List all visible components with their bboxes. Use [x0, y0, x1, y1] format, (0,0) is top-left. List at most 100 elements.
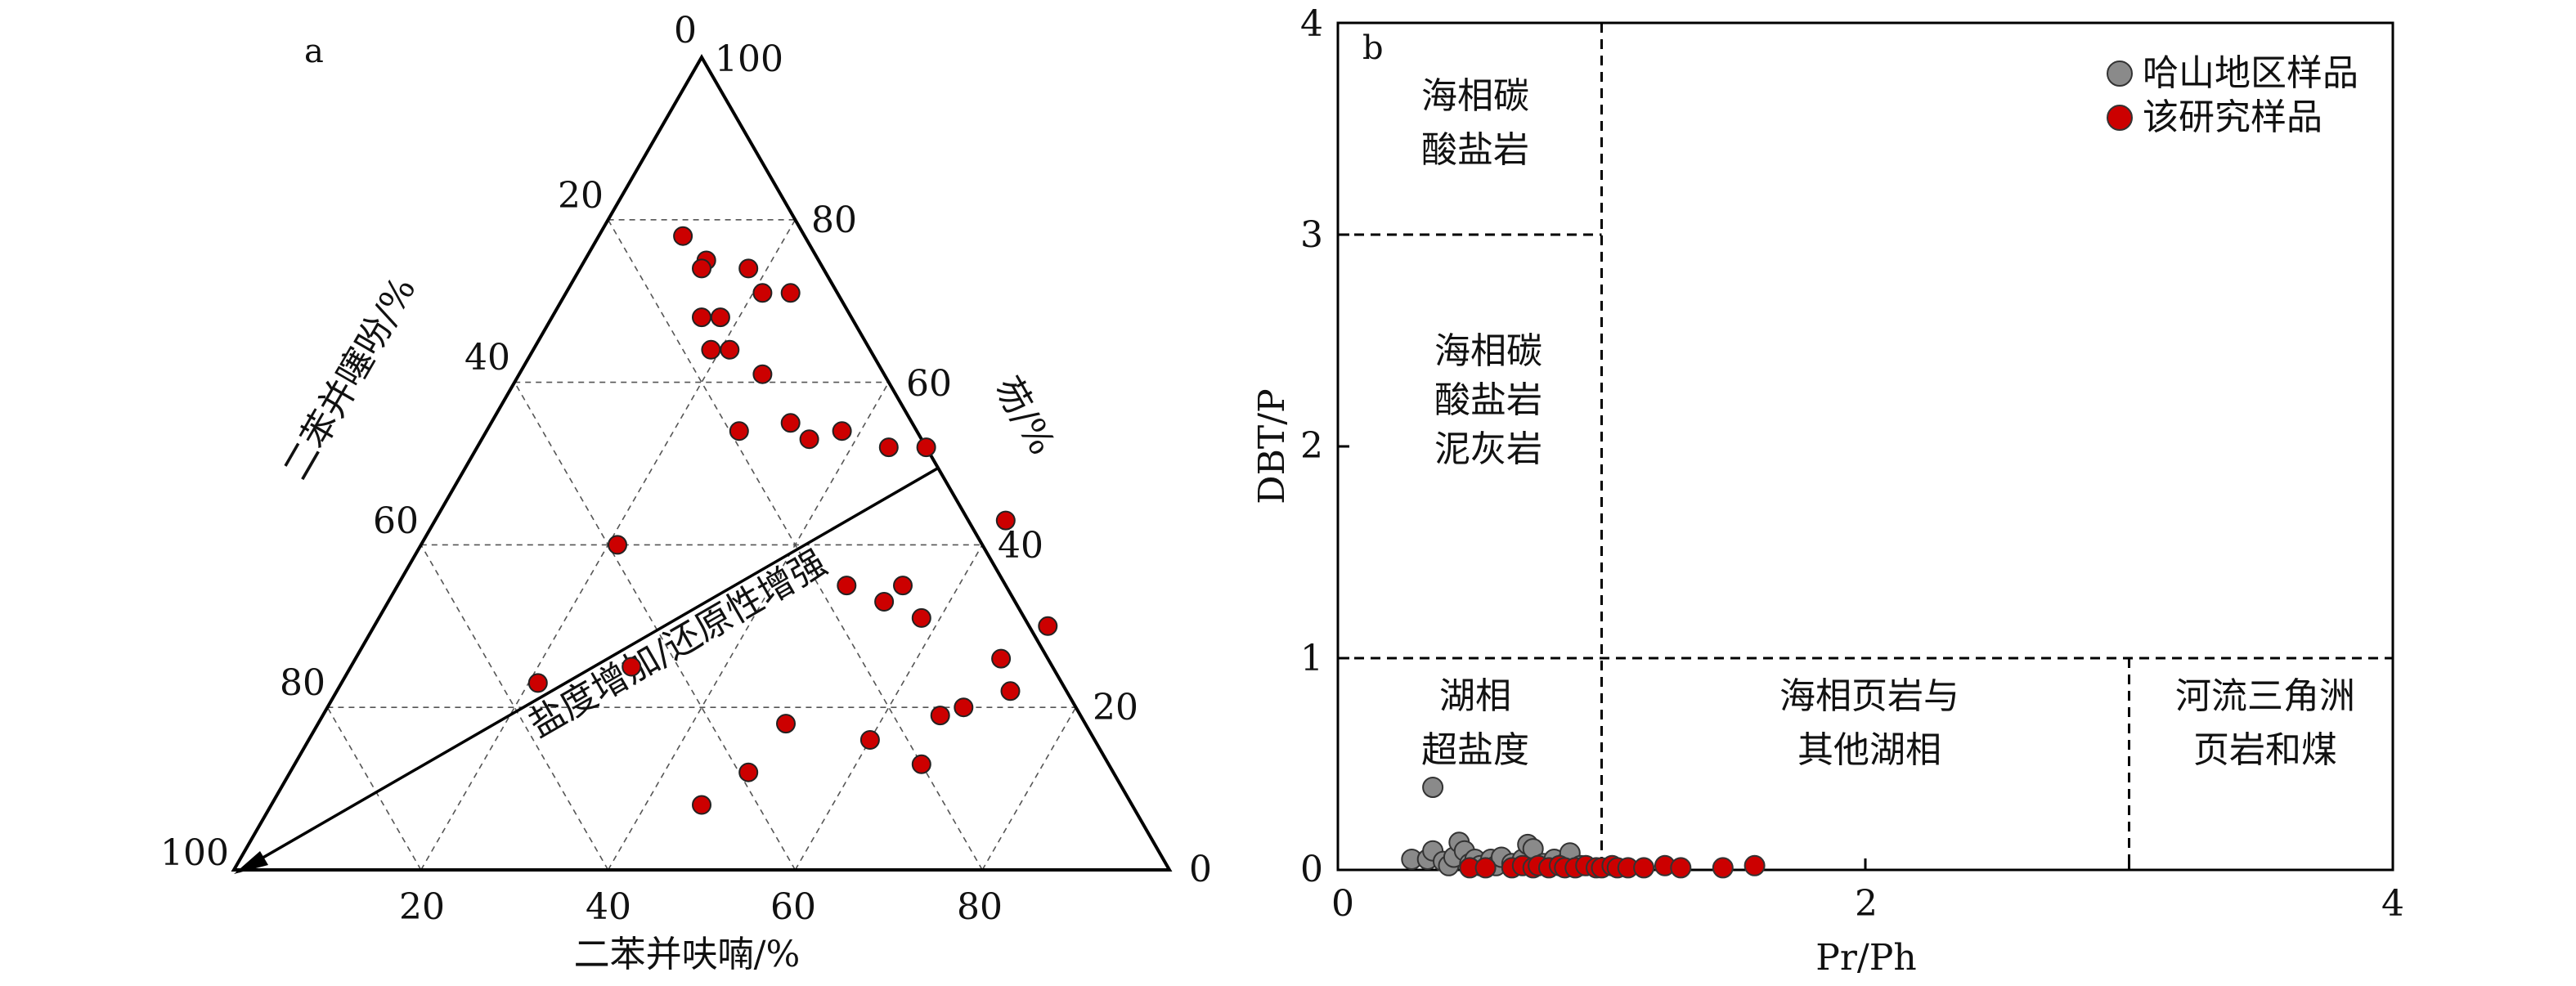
ternary-point [729, 421, 749, 441]
gray-sample-point [1422, 777, 1444, 798]
right-tick: 60 [906, 363, 952, 405]
region-marine-carbonate-marl: 海相碳 酸盐岩 泥灰岩 [1434, 330, 1542, 470]
ternary-point [859, 730, 880, 750]
left-tick: 20 [558, 175, 604, 217]
legend: 哈山地区样品 该研究样品 [2107, 52, 2358, 138]
salinity-arrow-head [234, 851, 268, 874]
y-tick-labels: 0 1 2 3 4 [1300, 3, 1323, 890]
red-sample-point [1633, 857, 1655, 879]
x-axis-title: Pr/Ph [1815, 937, 1916, 979]
red-sample-point [1712, 857, 1734, 879]
region-divider-lines [1338, 23, 2393, 870]
ternary-point [911, 754, 931, 774]
ternary-point [1038, 616, 1058, 636]
ternary-panel: a 0 100 100 0 20 40 60 80 20 40 60 80 80… [160, 10, 1212, 975]
right-tick-labels: 80 60 40 20 [811, 199, 1138, 728]
apex-right-0-label: 0 [1189, 849, 1212, 890]
bottom-axis-title: 二苯并呋喃/% [574, 934, 801, 975]
left-tick: 80 [280, 662, 325, 704]
region-label-line: 超盐度 [1421, 729, 1529, 771]
y-tick-label: 3 [1300, 214, 1323, 256]
bottom-tick: 60 [770, 886, 816, 928]
ternary-point [832, 421, 852, 441]
x-tick-label: 2 [1855, 883, 1878, 925]
ternary-point [752, 364, 773, 384]
salinity-arrow-line [238, 466, 940, 873]
apex-top-100-label: 100 [715, 38, 783, 80]
region-label-line: 其他湖相 [1797, 729, 1941, 771]
ternary-point [799, 429, 819, 450]
ternary-point [752, 283, 773, 303]
x-tick-label: 0 [1331, 883, 1354, 925]
right-tick: 40 [998, 525, 1043, 567]
right-tick: 20 [1093, 687, 1138, 728]
region-label-line: 海相碳 [1421, 75, 1529, 117]
red-sample-point [1474, 857, 1497, 879]
ternary-point [738, 258, 759, 279]
left-tick: 40 [464, 337, 510, 379]
panel-a-letter: a [304, 33, 324, 70]
y-axis-title: DBT/P [1251, 388, 1293, 504]
legend-label-study: 该研究样品 [2143, 96, 2322, 138]
ternary-point [701, 339, 721, 360]
left-tick-labels: 20 40 60 80 [280, 175, 604, 704]
ternary-points [527, 226, 1058, 815]
ternary-point [930, 706, 950, 726]
region-label-line: 湖相 [1439, 675, 1511, 717]
apex-left-100-label: 100 [160, 832, 229, 874]
region-label-line: 海相碳 [1434, 330, 1542, 372]
right-axis-title: 芴/% [985, 370, 1062, 462]
ternary-point [1000, 681, 1021, 701]
ternary-gridline [607, 382, 890, 871]
ternary-point [911, 607, 931, 628]
legend-label-hashan: 哈山地区样品 [2143, 52, 2358, 94]
ternary-point [527, 673, 548, 693]
region-label-line: 页岩和煤 [2193, 729, 2337, 771]
y-tick-label: 2 [1300, 425, 1323, 467]
bottom-tick-labels: 20 40 60 80 [399, 886, 1003, 928]
ternary-point [874, 592, 895, 612]
bottom-tick: 80 [957, 886, 1003, 928]
ternary-point [710, 307, 730, 328]
ternary-point [776, 714, 796, 734]
legend-marker-gray [2107, 61, 2133, 87]
ternary-point [720, 339, 740, 360]
bottom-tick: 20 [399, 886, 445, 928]
ternary-gridline [420, 545, 609, 871]
ternary-gridline [794, 545, 983, 871]
scatter-panel: b 0 2 4 0 1 2 3 4 Pr/Ph DBT/P 海相碳 酸盐岩 海相… [1251, 3, 2404, 979]
ternary-point [622, 657, 642, 677]
ternary-point [692, 307, 711, 328]
x-tick-label: 4 [2381, 883, 2404, 925]
region-label-line: 泥灰岩 [1434, 428, 1542, 470]
y-tick-label: 1 [1300, 638, 1323, 679]
region-lacustrine-hypersaline: 湖相 超盐度 [1421, 675, 1529, 771]
ternary-point [893, 576, 913, 596]
ternary-point [878, 437, 899, 458]
ternary-point [692, 258, 711, 279]
ternary-point [991, 648, 1012, 669]
red-sample-point [1744, 854, 1766, 876]
region-label-line: 酸盐岩 [1434, 379, 1542, 421]
panel-b-letter: b [1362, 29, 1384, 67]
region-marine-shale-lacustrine: 海相页岩与 其他湖相 [1779, 675, 1959, 771]
bottom-tick: 40 [586, 886, 631, 928]
y-tick-label: 0 [1300, 849, 1323, 890]
region-label-line: 海相页岩与 [1779, 675, 1959, 717]
ternary-gridline [514, 382, 797, 871]
ternary-point [673, 226, 693, 246]
ternary-gridline [981, 706, 1077, 871]
left-axis-title: 二苯并噻吩/% [275, 270, 424, 486]
ternary-point [916, 437, 936, 458]
ternary-frame [231, 53, 1173, 872]
ternary-gridline [326, 706, 422, 871]
x-tick-labels: 0 2 4 [1331, 883, 2404, 925]
scatter-points [1401, 777, 1766, 879]
ternary-point [738, 762, 759, 782]
left-tick: 60 [373, 500, 419, 542]
right-tick: 80 [811, 199, 857, 241]
apex-top-0-label: 0 [674, 10, 697, 52]
ternary-point [692, 795, 711, 815]
red-sample-point [1670, 857, 1692, 879]
